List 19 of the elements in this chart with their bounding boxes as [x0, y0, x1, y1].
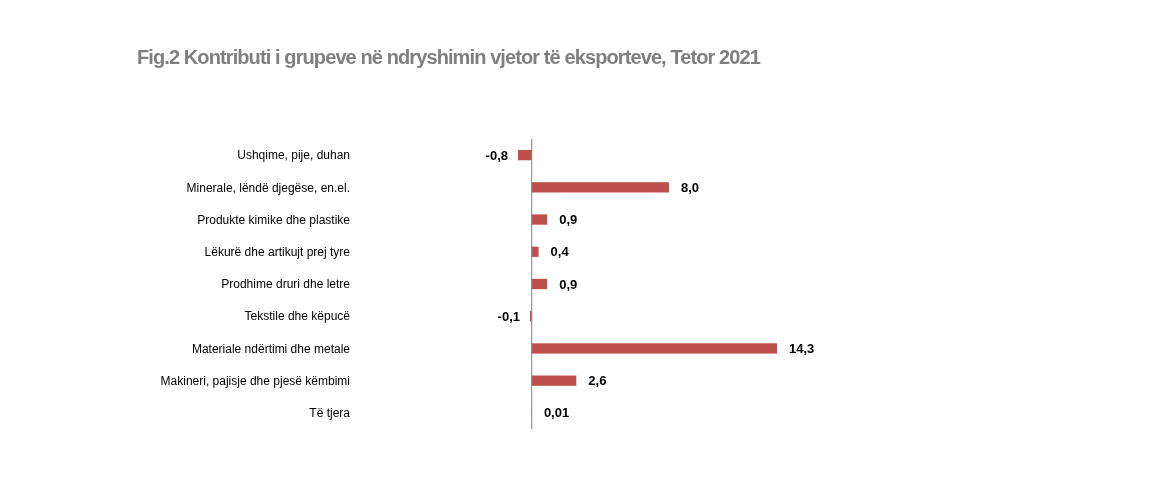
data-label: 0,01	[543, 405, 570, 421]
y-tick-label: Lëkurë dhe artikujt prej tyre	[204, 244, 351, 259]
data-label: 0,4	[550, 244, 570, 260]
y-tick-label: Materiale ndërtimi dhe metale	[191, 341, 351, 356]
data-label: 2,6	[588, 373, 607, 389]
data-label: -0,1	[497, 308, 521, 324]
y-tick-label: Makineri, pajisje dhe pjesë këmbimi	[160, 373, 350, 388]
data-label: -0,8	[485, 147, 508, 163]
y-tick-label: Të tjera	[309, 406, 351, 421]
data-label: 14,3	[789, 340, 815, 356]
y-tick-label: Prodhime druri dhe letre	[221, 277, 351, 292]
y-tick-label: Minerale, lëndë djegëse, en.el.	[186, 180, 350, 195]
data-label: 0,9	[559, 212, 578, 228]
data-label: 0,9	[559, 276, 578, 292]
data-label: 8,0	[680, 179, 700, 195]
chart-title: Fig.2 Kontributi i grupeve në ndryshimin vjetor të eksporteve, Tetor 2021	[137, 46, 761, 68]
y-tick-label: Produkte kimike dhe plastike	[197, 212, 351, 227]
y-tick-label: Tekstile dhe këpucë	[244, 309, 351, 324]
y-tick-label: Ushqime, pije, duhan	[237, 148, 350, 163]
